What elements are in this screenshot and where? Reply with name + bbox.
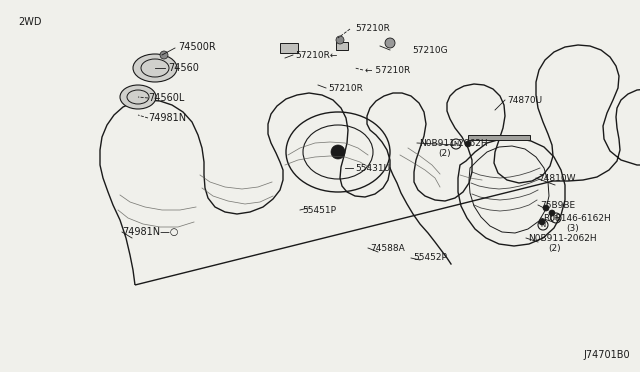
Text: 55431U: 55431U [355, 164, 390, 173]
Text: 74810W: 74810W [538, 173, 575, 183]
Circle shape [331, 145, 345, 159]
Text: 57210R: 57210R [328, 83, 363, 93]
Circle shape [385, 38, 395, 48]
Text: R08146-6162H: R08146-6162H [543, 214, 611, 222]
Text: 74560: 74560 [168, 63, 199, 73]
Text: 74560L: 74560L [148, 93, 184, 103]
Text: 55451P: 55451P [302, 205, 336, 215]
Text: N0B911-2062H: N0B911-2062H [419, 138, 488, 148]
Text: 74870U: 74870U [507, 96, 542, 105]
Text: 74500R: 74500R [178, 42, 216, 52]
Bar [280, 43, 298, 53]
Text: 75B9BE: 75B9BE [540, 201, 575, 209]
Circle shape [160, 51, 168, 59]
Text: 74981N: 74981N [148, 113, 186, 123]
Bar [468, 135, 530, 140]
Text: 74588A: 74588A [370, 244, 404, 253]
Circle shape [543, 205, 549, 211]
Text: (2): (2) [548, 244, 561, 253]
Text: 57210R: 57210R [355, 23, 390, 32]
Text: R: R [554, 215, 558, 221]
Bar [336, 42, 348, 50]
Text: (3): (3) [566, 224, 579, 232]
Text: 55452P: 55452P [413, 253, 447, 263]
Text: ← 57210R: ← 57210R [365, 65, 410, 74]
Circle shape [539, 219, 545, 225]
Text: N: N [540, 222, 546, 228]
Ellipse shape [120, 85, 156, 109]
Circle shape [465, 141, 471, 147]
Circle shape [549, 210, 555, 216]
Text: 2WD: 2WD [18, 17, 42, 27]
Text: N: N [453, 141, 459, 147]
Ellipse shape [133, 54, 177, 82]
Text: N0B911-2062H: N0B911-2062H [528, 234, 596, 243]
Text: 74981N—○: 74981N—○ [122, 227, 179, 237]
Circle shape [336, 36, 344, 44]
Text: (2): (2) [438, 148, 451, 157]
Text: 57210R←: 57210R← [295, 51, 337, 60]
Text: J74701B0: J74701B0 [584, 350, 630, 360]
Text: 57210G: 57210G [412, 45, 447, 55]
